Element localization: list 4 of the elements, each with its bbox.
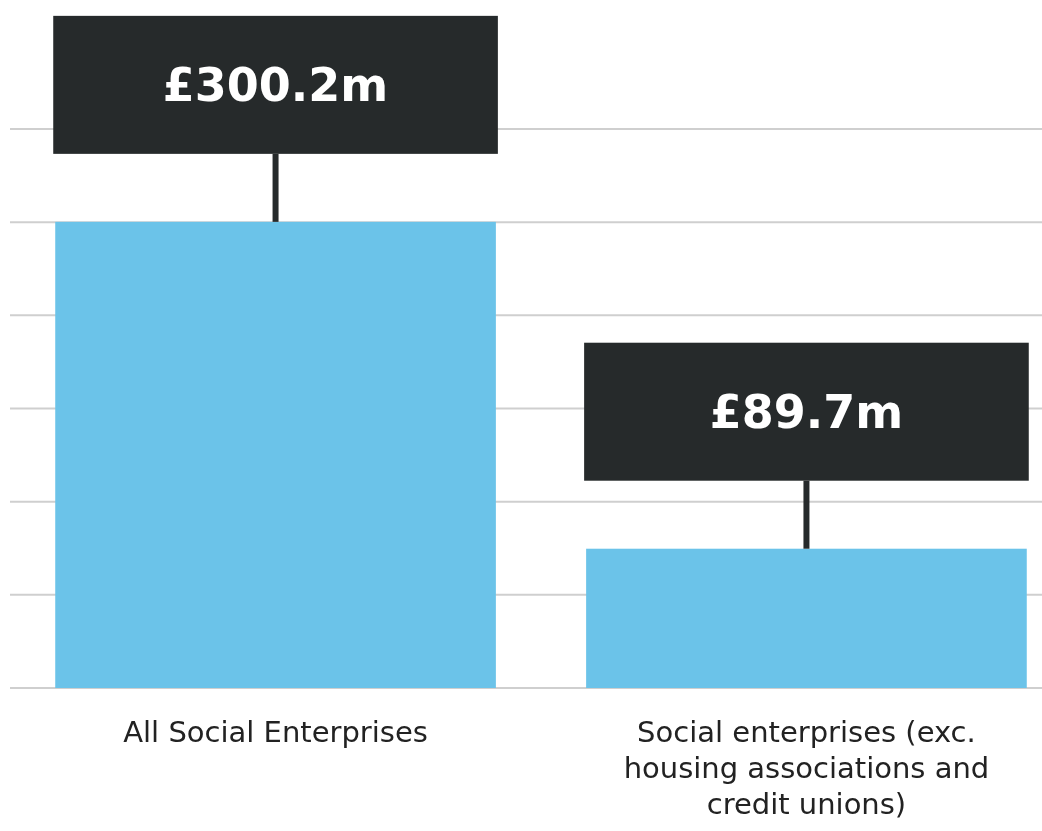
x-tick-label: All Social Enterprises: [123, 715, 428, 749]
data-label: £300.2m: [162, 57, 389, 112]
data-label: £89.7m: [709, 384, 904, 439]
x-tick-label: Social enterprises (exc. housing associations and credit unions): [623, 715, 990, 821]
